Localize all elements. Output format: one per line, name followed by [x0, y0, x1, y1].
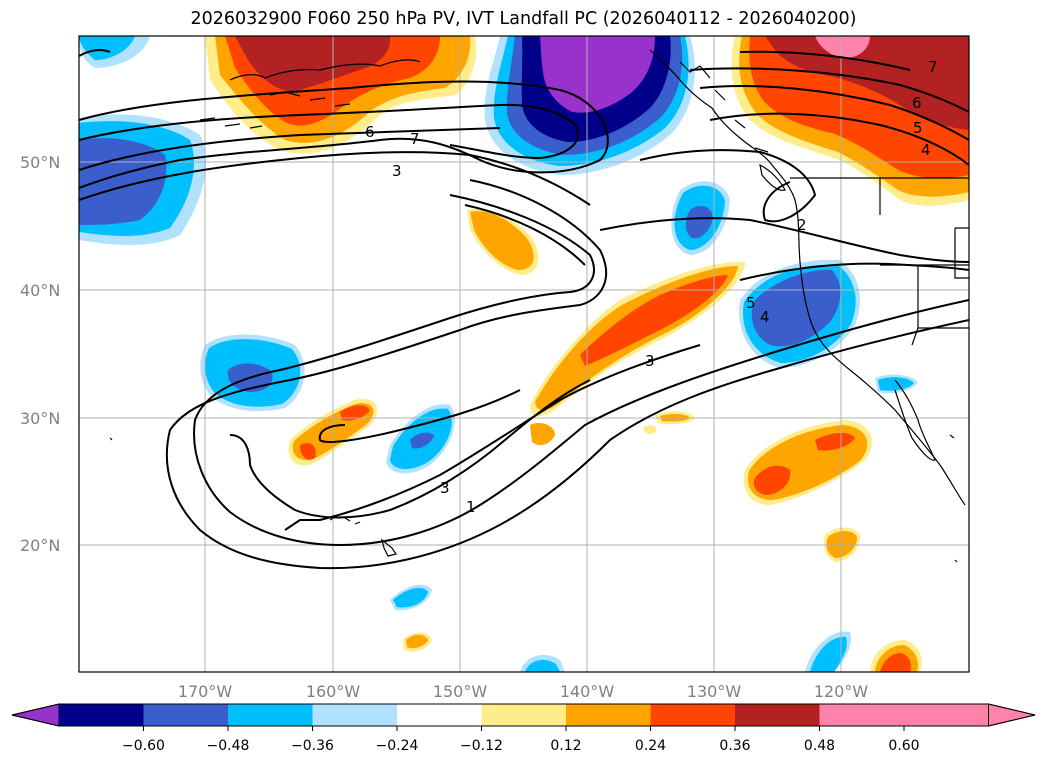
colorbar-tick-label: 0.24: [635, 738, 666, 754]
contour-label: 4: [921, 141, 931, 159]
lon-label-120w: 120°W: [814, 682, 869, 701]
lat-label-40n: 40°N: [20, 281, 60, 300]
colorbar-segment: [312, 704, 397, 726]
colorbar-segment: [819, 704, 904, 726]
colorbar: −0.60 −0.48 −0.36 −0.24 −0.12 0.12 0.24 …: [11, 703, 1036, 754]
colorbar-tick-label: −0.60: [122, 738, 165, 754]
contour-label: 2: [797, 216, 807, 234]
lon-label-150w: 150°W: [433, 682, 488, 701]
colorbar-segment: [228, 704, 313, 726]
lon-label-130w: 130°W: [687, 682, 742, 701]
colorbar-segment: [735, 704, 820, 726]
lat-label-30n: 30°N: [20, 409, 60, 428]
colorbar-segment: [59, 704, 144, 726]
lat-label-50n: 50°N: [20, 153, 60, 172]
contour-label: 3: [645, 352, 655, 370]
colorbar-segment: [143, 704, 228, 726]
latitude-labels: 50°N 40°N 30°N 20°N: [20, 153, 60, 555]
colorbar-segment: [481, 704, 566, 726]
longitude-labels: 170°W 160°W 150°W 140°W 130°W 120°W: [178, 682, 869, 701]
colorbar-tick-label: 0.36: [719, 738, 750, 754]
contour-label: 5: [913, 119, 923, 137]
colorbar-extend-high: [988, 703, 1036, 727]
colorbar-tick-label: −0.36: [291, 738, 334, 754]
ivt-contours: [79, 48, 969, 570]
contour-label: 3: [392, 162, 402, 180]
colorbar-extend-low: [11, 703, 60, 727]
lon-label-170w: 170°W: [178, 682, 233, 701]
colorbar-outline: [11, 703, 1036, 727]
contour-label: 6: [365, 123, 375, 141]
contour-label: 3: [440, 479, 450, 497]
contour-label: 7: [410, 130, 420, 148]
contour-label: 5: [746, 294, 756, 312]
colorbar-tick-label: 0.60: [888, 738, 919, 754]
plot-frame: [78, 35, 970, 673]
contour-label: 6: [912, 94, 922, 112]
graticule: [79, 36, 969, 672]
lon-label-160w: 160°W: [306, 682, 361, 701]
colorbar-tick-label: 0.48: [804, 738, 835, 754]
map-title: 2026032900 F060 250 hPa PV, IVT Landfall…: [190, 9, 857, 29]
colorbar-segment: [904, 704, 989, 726]
contour-labels: 6 7 3 2 3 3 1 5 4 6 5 4 7: [365, 58, 938, 516]
colorbar-tick-label: −0.48: [207, 738, 250, 754]
colorbar-segment: [650, 704, 735, 726]
colorbar-tick-label: −0.12: [460, 738, 503, 754]
colorbar-tick-label: 0.12: [550, 738, 581, 754]
colorbar-tick-label: −0.24: [376, 738, 419, 754]
lat-label-20n: 20°N: [20, 536, 60, 555]
colorbar-segment: [397, 704, 482, 726]
colorbar-segment: [566, 704, 651, 726]
contour-label: 7: [928, 58, 938, 76]
contour-label: 4: [760, 308, 770, 326]
contour-label: 1: [466, 498, 476, 516]
lon-label-140w: 140°W: [560, 682, 615, 701]
